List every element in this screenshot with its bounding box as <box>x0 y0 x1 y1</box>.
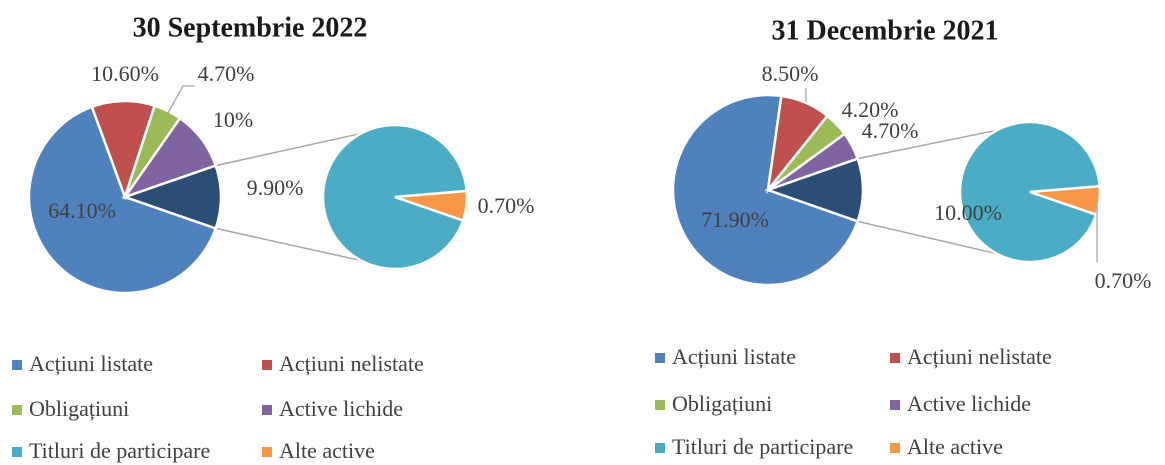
legend-swatch <box>12 405 22 415</box>
legend-swatch <box>655 400 665 410</box>
legend-label: Active lichide <box>279 396 403 421</box>
legend-label: Acțiuni nelistate <box>907 344 1052 369</box>
legend-label: Alte active <box>907 434 1003 459</box>
legend-label: Titluri de participare <box>29 438 210 463</box>
legend-swatch <box>262 447 272 457</box>
legend-label: Obligațiuni <box>672 391 772 416</box>
legend-label: Acțiuni listate <box>29 351 153 376</box>
secondary-slice <box>394 189 469 223</box>
legend-label: Active lichide <box>907 391 1031 416</box>
chart-title: 30 Septembrie 2022 <box>133 12 368 43</box>
other-slice <box>764 157 865 223</box>
data-label: 10.60% <box>91 61 159 86</box>
data-label: 71.90% <box>701 207 769 232</box>
connector-line <box>857 129 998 160</box>
data-label: 4.20% <box>842 97 899 122</box>
legend-swatch <box>890 400 900 410</box>
data-label: 0.70% <box>478 193 535 218</box>
legend-swatch <box>12 360 22 370</box>
legend-swatch <box>890 443 900 453</box>
legend-swatch <box>890 353 900 363</box>
legend-swatch <box>262 405 272 415</box>
legend-swatch <box>262 360 272 370</box>
data-label: 0.70% <box>1095 268 1152 293</box>
data-label: 4.70% <box>198 61 255 86</box>
data-label: 10.00% <box>934 200 1002 225</box>
secondary-slice <box>1029 184 1102 217</box>
connector-line <box>215 227 362 262</box>
pie-slice <box>27 105 218 295</box>
legend-label: Acțiuni listate <box>672 344 796 369</box>
other-slice <box>121 164 223 230</box>
data-label: 8.50% <box>762 61 819 86</box>
legend-label: Titluri de participare <box>672 434 853 459</box>
legend-swatch <box>655 443 665 453</box>
legend-label: Acțiuni nelistate <box>279 351 424 376</box>
legend-swatch <box>655 353 665 363</box>
legend-swatch <box>12 447 22 457</box>
data-label: 9.90% <box>247 175 304 200</box>
leader-line <box>167 85 195 114</box>
data-label: 10% <box>213 107 253 132</box>
chart-title: 31 Decembrie 2021 <box>771 15 998 46</box>
connector-line <box>857 220 998 255</box>
legend-label: Obligațiuni <box>29 396 129 421</box>
data-label: 64.10% <box>48 198 116 223</box>
data-label: 4.70% <box>862 118 919 143</box>
connector-line <box>215 132 362 167</box>
legend-label: Alte active <box>279 438 375 463</box>
